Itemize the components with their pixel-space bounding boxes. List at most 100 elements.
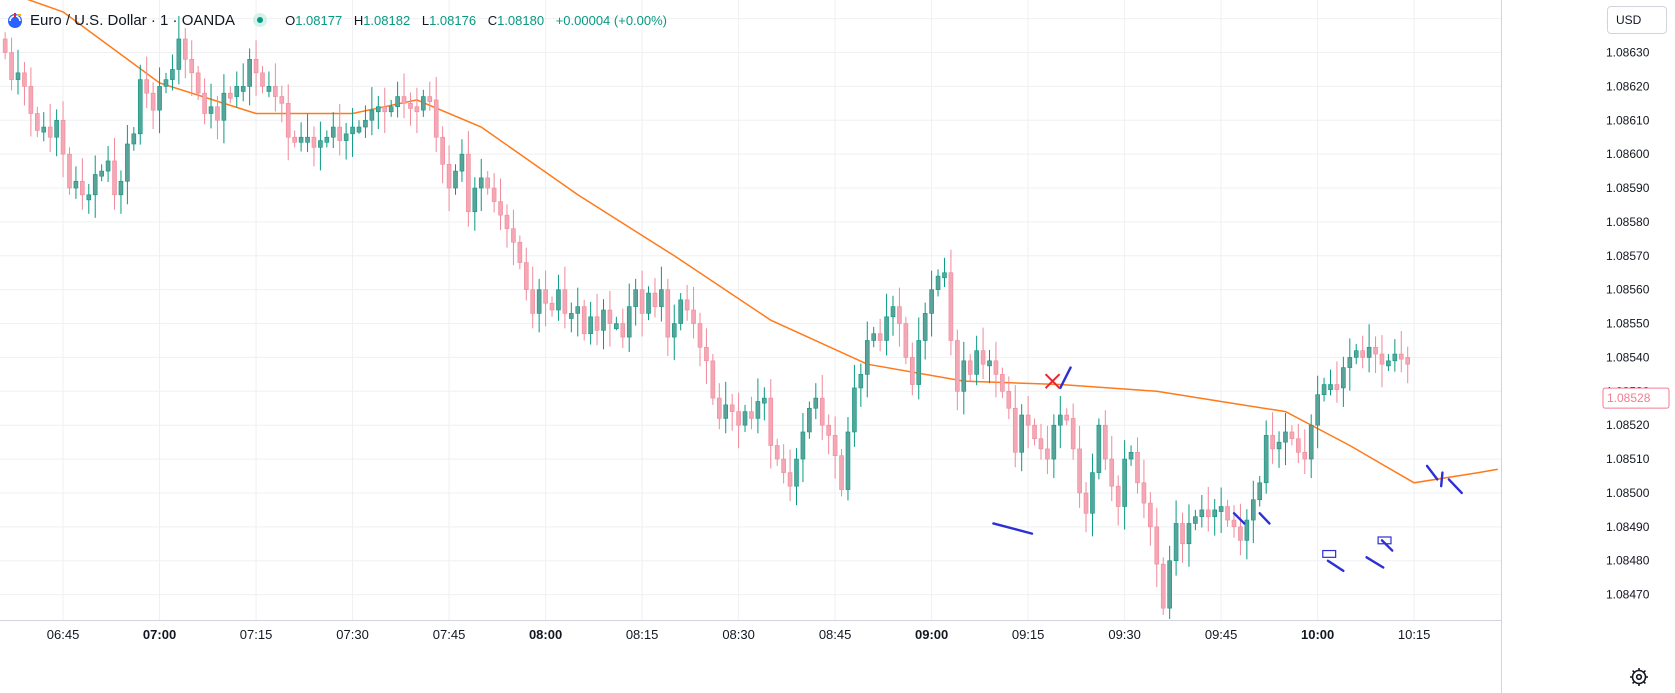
bearish-candle[interactable] <box>826 414 831 455</box>
rectangle-drawing[interactable] <box>1322 549 1337 558</box>
bearish-candle[interactable] <box>1205 486 1211 532</box>
bearish-candle[interactable] <box>620 308 626 348</box>
bearish-candle[interactable] <box>910 342 915 396</box>
bullish-candle[interactable] <box>105 146 111 182</box>
bearish-candle[interactable] <box>1238 503 1243 556</box>
bullish-candle[interactable] <box>41 112 47 142</box>
bullish-candle[interactable] <box>125 125 130 205</box>
bearish-candle[interactable] <box>955 329 960 411</box>
rectangle-drawing[interactable] <box>1377 536 1392 545</box>
bearish-candle[interactable] <box>581 299 587 341</box>
bearish-candle[interactable] <box>292 130 297 148</box>
bullish-candle[interactable] <box>1386 354 1391 371</box>
bearish-candle[interactable] <box>1115 475 1121 526</box>
bearish-candle[interactable] <box>717 383 722 430</box>
bullish-candle[interactable] <box>305 114 310 153</box>
bearish-candle[interactable] <box>22 62 27 106</box>
bullish-candle[interactable] <box>922 302 928 360</box>
bearish-candle[interactable] <box>408 92 413 126</box>
bearish-candle[interactable] <box>504 204 510 248</box>
bullish-candle[interactable] <box>1122 440 1127 530</box>
bearish-candle[interactable] <box>485 171 490 195</box>
bullish-candle[interactable] <box>1341 356 1346 407</box>
bearish-candle[interactable] <box>491 173 497 213</box>
bearish-candle[interactable] <box>1302 429 1308 474</box>
trend-line-drawing[interactable] <box>1425 464 1439 481</box>
bearish-candle[interactable] <box>774 438 780 466</box>
bullish-candle[interactable] <box>1366 324 1372 373</box>
bullish-candle[interactable] <box>234 71 240 108</box>
bearish-candle[interactable] <box>1405 346 1411 384</box>
bearish-candle[interactable] <box>35 106 40 138</box>
bullish-candle[interactable] <box>755 378 761 434</box>
trend-line-drawing[interactable] <box>1447 478 1463 495</box>
bearish-candle[interactable] <box>1141 459 1147 519</box>
bullish-candle[interactable] <box>742 404 748 432</box>
bullish-candle[interactable] <box>678 293 683 331</box>
cross-marker-drawing[interactable] <box>1044 373 1061 389</box>
bearish-candle[interactable] <box>112 137 117 210</box>
bearish-candle[interactable] <box>9 37 14 91</box>
trend-line-drawing[interactable] <box>1059 366 1072 390</box>
bullish-candle[interactable] <box>1315 375 1320 449</box>
bullish-candle[interactable] <box>356 120 362 134</box>
bearish-candle[interactable] <box>691 286 696 339</box>
bullish-candle[interactable] <box>845 417 851 501</box>
bullish-candle[interactable] <box>871 326 877 348</box>
bullish-candle[interactable] <box>601 299 606 350</box>
bearish-candle[interactable] <box>498 178 503 231</box>
bearish-candle[interactable] <box>523 247 529 301</box>
bullish-candle[interactable] <box>1212 499 1217 536</box>
bullish-candle[interactable] <box>536 278 542 333</box>
bullish-candle[interactable] <box>157 67 162 134</box>
bearish-candle[interactable] <box>1296 423 1301 464</box>
bearish-candle[interactable] <box>749 396 754 430</box>
bearish-candle[interactable] <box>1180 512 1185 563</box>
bullish-candle[interactable] <box>247 48 252 106</box>
bearish-candle[interactable] <box>729 394 735 431</box>
bearish-candle[interactable] <box>414 87 420 134</box>
bullish-candle[interactable] <box>1244 509 1250 560</box>
bearish-candle[interactable] <box>1077 425 1082 508</box>
bearish-candle[interactable] <box>47 104 53 153</box>
bullish-candle[interactable] <box>1128 445 1134 466</box>
bullish-candle[interactable] <box>1276 431 1282 468</box>
bullish-candle[interactable] <box>569 302 574 333</box>
bearish-candle[interactable] <box>543 270 548 327</box>
bearish-candle[interactable] <box>215 95 220 140</box>
bullish-candle[interactable] <box>221 74 227 144</box>
bullish-candle[interactable] <box>266 71 272 98</box>
bullish-candle[interactable] <box>633 278 638 326</box>
bullish-candle[interactable] <box>298 122 304 152</box>
bearish-candle[interactable] <box>781 444 786 484</box>
user-drawings[interactable] <box>992 366 1463 573</box>
bearish-candle[interactable] <box>993 341 999 398</box>
bullish-candle[interactable] <box>1347 338 1353 391</box>
bullish-candle[interactable] <box>1328 369 1333 396</box>
bullish-candle[interactable] <box>614 316 619 331</box>
candles[interactable] <box>2 15 1411 619</box>
bearish-candle[interactable] <box>440 126 445 184</box>
bearish-candle[interactable] <box>839 448 844 497</box>
bearish-candle[interactable] <box>1064 408 1070 426</box>
currency-button[interactable]: USD <box>1607 6 1667 34</box>
bullish-candle[interactable] <box>1353 343 1359 365</box>
trend-line-drawing[interactable] <box>1232 512 1246 525</box>
bullish-candle[interactable] <box>935 269 941 297</box>
bearish-candle[interactable] <box>279 85 285 123</box>
bullish-candle[interactable] <box>421 89 426 117</box>
bullish-candle[interactable] <box>671 304 677 361</box>
bearish-candle[interactable] <box>768 379 774 469</box>
bearish-candle[interactable] <box>684 284 690 321</box>
bearish-candle[interactable] <box>1135 437 1140 494</box>
bullish-candle[interactable] <box>1251 480 1256 544</box>
bearish-candle[interactable] <box>1006 376 1012 420</box>
bullish-candle[interactable] <box>1057 396 1063 449</box>
bearish-candle[interactable] <box>967 354 973 382</box>
bullish-candle[interactable] <box>575 287 581 337</box>
bearish-candle[interactable] <box>311 126 317 167</box>
bearish-candle[interactable] <box>1148 492 1153 546</box>
bearish-candle[interactable] <box>897 287 902 347</box>
